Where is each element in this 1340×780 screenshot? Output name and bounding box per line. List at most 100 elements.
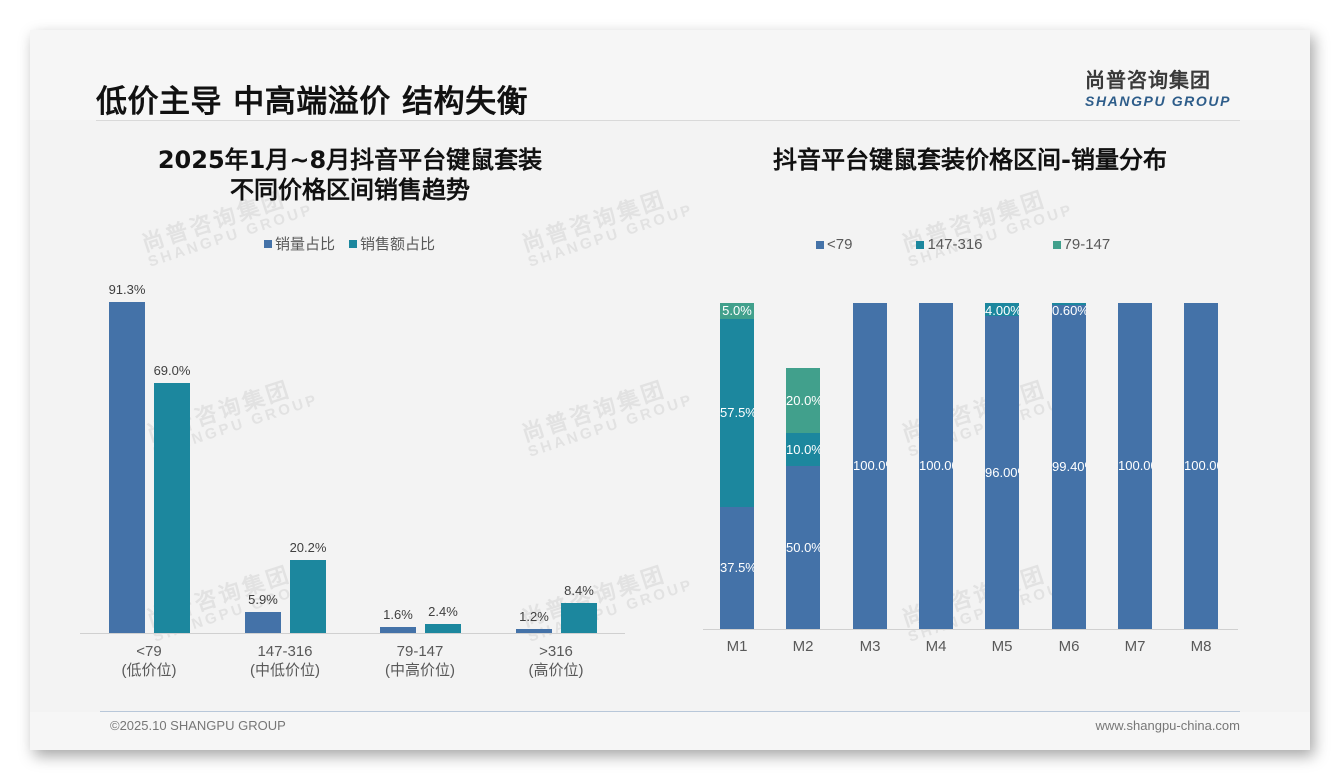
stack-segment-lt79: 99.40% — [1052, 304, 1086, 629]
bar-value-label: 91.3% — [108, 281, 146, 297]
bar-value-label: 1.2% — [519, 608, 549, 624]
category-name: <79 — [136, 643, 162, 660]
stack-segment-lt79: 100.0% — [853, 303, 887, 629]
category-name: 147-316 — [257, 643, 313, 660]
legend-swatch-icon — [264, 239, 272, 248]
legend-label: 147-316 — [927, 236, 983, 253]
stack-segment-79-147: 20.0% — [786, 368, 820, 434]
legend-item-lt79: <79 — [816, 236, 852, 253]
logo-cn-text: 尚普咨询集团 — [1085, 68, 1211, 92]
category-sublabel: (中高价位) — [385, 662, 455, 679]
bar-value-label: 1.6% — [383, 607, 413, 623]
segment-value-label: 5.0% — [722, 303, 752, 319]
stack-segment-lt79: 100.00% — [1184, 303, 1218, 629]
watermark-en: SHANGPU GROUP — [525, 200, 696, 271]
x-category-label: M7 — [1124, 638, 1146, 655]
legend-label: 79-147 — [1063, 236, 1111, 253]
segment-value-label: 20.0% — [786, 392, 820, 408]
x-category-label: >316 (高价位) — [491, 642, 621, 680]
bar-revenue — [154, 382, 190, 633]
segment-value-label: 10.0% — [786, 441, 820, 457]
segment-value-label: 100.00% — [1184, 458, 1218, 473]
x-category-label: M3 — [859, 638, 881, 655]
stack-segment-147-316: 0.60% — [1052, 303, 1086, 318]
bar-revenue — [290, 559, 326, 633]
bar-value-label: 20.2% — [289, 539, 327, 555]
footer-website: www.shangpu-china.com — [1095, 718, 1240, 733]
logo-en-text: SHANGPU GROUP — [1085, 93, 1232, 109]
category-sublabel: (中低价位) — [250, 662, 320, 679]
bar-value-label: 5.9% — [248, 591, 278, 607]
legend-item-79-147: 79-147 — [1052, 236, 1111, 253]
slide-header-band — [30, 30, 1310, 120]
legend-item-147-316: 147-316 — [916, 236, 983, 253]
right-chart-title: 抖音平台键鼠套装价格区间-销量分布 — [773, 146, 1167, 174]
footer-divider — [100, 711, 1240, 712]
legend-swatch-icon — [816, 240, 824, 249]
x-category-label: M5 — [991, 638, 1013, 655]
stack-segment-147-316: 57.5% — [720, 319, 754, 507]
category-name: >316 — [539, 643, 573, 660]
stack-segment-147-316: 10.0% — [786, 433, 820, 466]
x-category-label: <79 (低价位) — [84, 642, 214, 680]
x-category-label: M4 — [925, 638, 947, 655]
watermark: 尚普咨询集团 SHANGPU GROUP — [897, 174, 1076, 270]
footer-copyright: ©2025.10 SHANGPU GROUP — [110, 718, 286, 733]
legend-item-revenue: 销售额占比 — [349, 233, 435, 254]
footer-band — [30, 712, 1310, 750]
category-name: 79-147 — [396, 643, 444, 660]
category-sublabel: (高价位) — [528, 662, 584, 679]
bar-volume — [516, 628, 552, 633]
bar-value-label: 2.4% — [428, 604, 458, 620]
segment-value-label: 57.5% — [720, 405, 754, 421]
watermark-en: SHANGPU GROUP — [525, 390, 696, 461]
segment-value-label: 100.00% — [919, 458, 953, 473]
bar-value-label: 69.0% — [153, 362, 191, 378]
company-logo: 尚普咨询集团 SHANGPU GROUP — [1085, 64, 1245, 109]
category-sublabel: (低价位) — [121, 662, 177, 679]
x-category-label: 147-316 (中低价位) — [220, 642, 350, 680]
stack-segment-79-147: 5.0% — [720, 303, 754, 320]
left-chart-title-line1: 2025年1月~8月抖音平台键鼠套装 — [157, 146, 543, 174]
right-chart-legend: <79 147-316 79-147 — [816, 236, 1124, 253]
bar-value-label: 8.4% — [564, 582, 594, 598]
stack-segment-lt79: 100.00% — [1118, 303, 1152, 629]
segment-value-label: 4.00% — [985, 303, 1019, 318]
legend-item-volume: 销量占比 — [264, 233, 335, 254]
segment-value-label: 100.00% — [1118, 458, 1152, 473]
bar-revenue — [561, 602, 597, 633]
left-chart-legend: 销量占比 销售额占比 — [264, 233, 449, 254]
segment-value-label: 99.40% — [1052, 458, 1086, 474]
slide: 低价主导 中高端溢价 结构失衡 尚普咨询集团 SHANGPU GROUP 尚普咨… — [30, 30, 1310, 750]
x-category-label: 79-147 (中高价位) — [355, 642, 485, 680]
left-chart-title: 2025年1月~8月抖音平台键鼠套装 不同价格区间销售趋势 — [120, 145, 580, 205]
title-divider — [96, 120, 1240, 121]
stack-segment-lt79: 50.0% — [786, 466, 820, 629]
bar-volume — [245, 611, 281, 633]
segment-value-label: 50.0% — [786, 539, 820, 555]
segment-value-label: 37.5% — [720, 559, 754, 575]
right-chart-x-axis — [703, 629, 1238, 630]
watermark-cn: 尚普咨询集团 — [519, 377, 670, 448]
legend-swatch-icon — [916, 240, 925, 249]
stack-segment-147-316: 4.00% — [985, 303, 1019, 318]
x-category-label: M2 — [792, 638, 814, 655]
x-category-label: M1 — [726, 638, 748, 655]
bar-volume — [109, 301, 145, 633]
legend-label: 销量占比 — [275, 236, 336, 253]
left-chart-title-line2: 不同价格区间销售趋势 — [230, 176, 470, 204]
bar-revenue — [425, 624, 461, 633]
stack-segment-lt79: 100.00% — [919, 303, 953, 629]
x-category-label: M8 — [1190, 638, 1212, 655]
segment-value-label: 96.00% — [985, 464, 1019, 480]
stack-segment-lt79: 96.00% — [985, 316, 1019, 629]
legend-swatch-icon — [1052, 240, 1061, 249]
segment-value-label: 0.60% — [1052, 303, 1086, 318]
legend-label: 销售额占比 — [360, 236, 436, 253]
legend-label: <79 — [827, 236, 853, 253]
left-chart-x-axis — [80, 633, 625, 634]
bar-volume — [380, 627, 416, 633]
x-category-label: M6 — [1058, 638, 1080, 655]
watermark: 尚普咨询集团 SHANGPU GROUP — [517, 364, 696, 460]
stack-segment-lt79: 37.5% — [720, 506, 754, 629]
